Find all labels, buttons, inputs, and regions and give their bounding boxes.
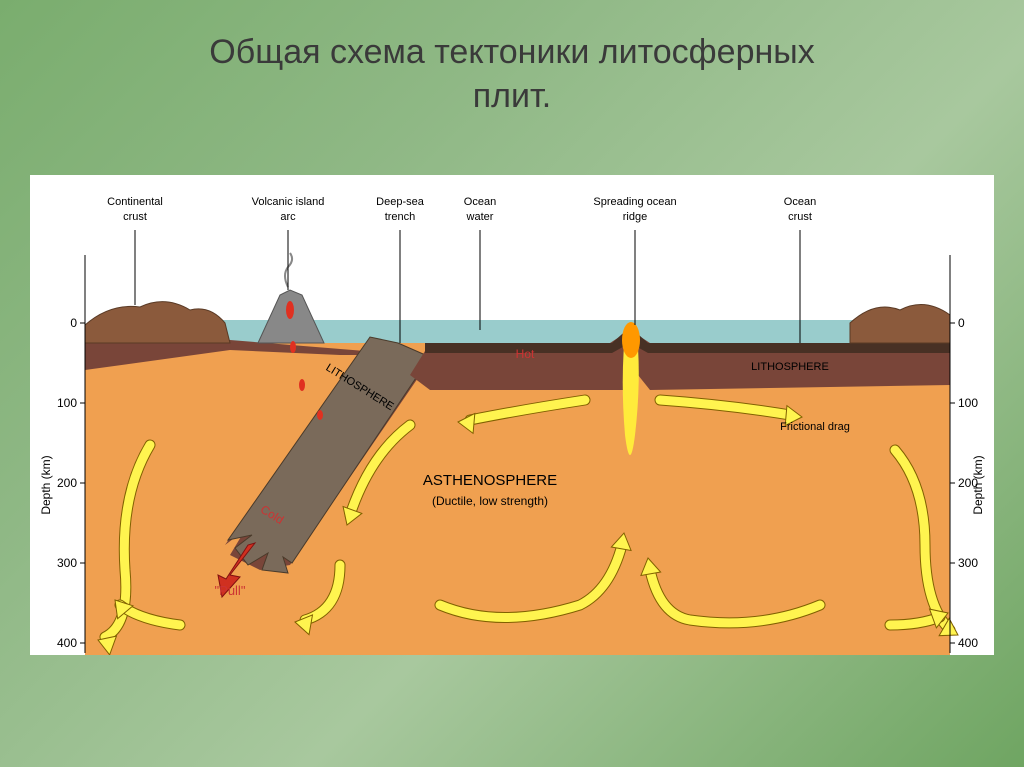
top-label: Ocean	[464, 196, 496, 208]
axis-tick-label: 400	[958, 636, 978, 650]
magma-blob-4	[317, 410, 323, 420]
top-label: Volcanic island	[252, 196, 325, 208]
label-frictional-drag: Frictional drag	[780, 421, 850, 433]
continental-crust-left	[85, 302, 230, 343]
label-asthenosphere: ASTHENOSPHERE	[423, 472, 557, 489]
axis-tick-label: 300	[958, 556, 978, 570]
label-lithosphere-2: LITHOSPHERE	[751, 361, 829, 373]
axis-tick-label: 300	[57, 556, 77, 570]
top-label: Spreading ocean	[593, 196, 676, 208]
hotspot-core	[622, 322, 640, 358]
label-pull: "Pull"	[215, 583, 246, 598]
top-label: Ocean	[784, 196, 816, 208]
axis-tick-label: 200	[57, 476, 77, 490]
right-axis-label: Depth (km)	[971, 455, 985, 514]
axis-tick-label: 100	[958, 396, 978, 410]
magma-blob-2	[290, 341, 296, 353]
title-line2: плит.	[473, 77, 552, 115]
left-axis-label: Depth (km)	[39, 455, 53, 514]
top-label: crust	[788, 211, 812, 223]
top-label: ridge	[623, 211, 647, 223]
axis-tick-label: 0	[958, 316, 965, 330]
title-line1: Общая схема тектоники литосферных	[209, 33, 814, 71]
slide-title: Общая схема тектоники литосферных плит.	[0, 0, 1024, 118]
volcano-smoke	[285, 253, 292, 287]
top-label: Deep-sea	[376, 196, 425, 208]
magma-blob-3	[299, 379, 305, 391]
axis-tick-label: 400	[57, 636, 77, 650]
axis-tick-label: 0	[70, 316, 77, 330]
top-label: trench	[385, 211, 416, 223]
top-label: arc	[280, 211, 296, 223]
top-label: Continental	[107, 196, 163, 208]
label-hot: Hot	[516, 347, 535, 361]
top-labels-group: Continental crust Volcanic island arc Deep-s…	[107, 196, 816, 223]
top-label: water	[466, 211, 494, 223]
label-asthenosphere-sub: (Ductile, low strength)	[432, 494, 548, 508]
magma-blob-1	[286, 301, 294, 319]
diagram-svg: Continental crust Volcanic island arc Deep-s…	[30, 175, 994, 655]
continental-crust-right	[850, 305, 950, 343]
axis-tick-label: 100	[57, 396, 77, 410]
tectonics-diagram: Continental crust Volcanic island arc Deep-s…	[30, 175, 994, 655]
top-label: crust	[123, 211, 147, 223]
